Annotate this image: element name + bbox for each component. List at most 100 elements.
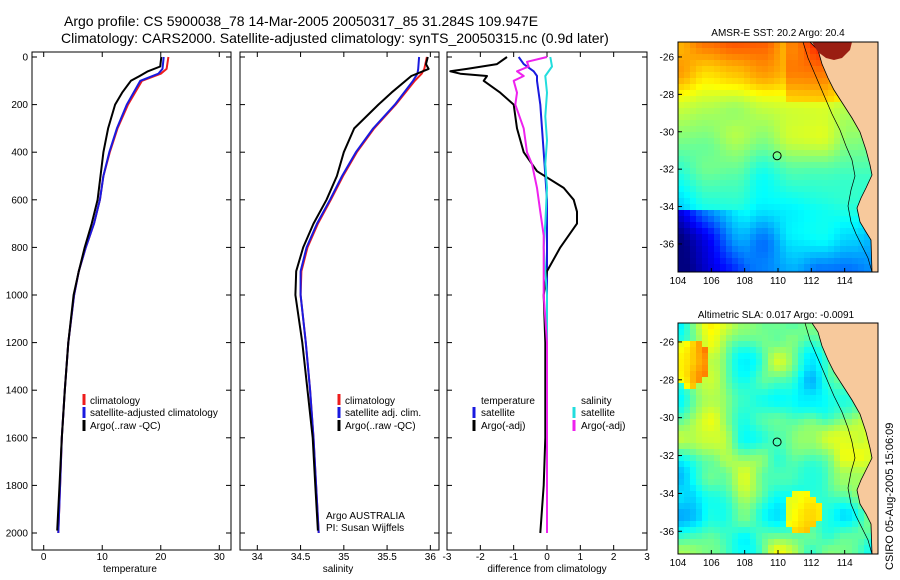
map-cell <box>774 66 781 73</box>
map-cell <box>792 120 799 127</box>
map-cell <box>714 443 721 450</box>
map-cell <box>798 485 805 492</box>
map-cell <box>840 551 847 554</box>
map-cell <box>804 234 811 241</box>
map-cell <box>768 120 775 127</box>
map-y-tick-label: -28 <box>660 90 675 101</box>
map-cell <box>852 156 859 163</box>
map-cell <box>762 198 769 205</box>
map-cell <box>768 539 775 546</box>
map-cell <box>810 120 817 127</box>
map-cell <box>738 437 745 444</box>
map-cell <box>684 126 691 133</box>
map-cell <box>852 413 859 420</box>
map-cell <box>744 425 751 432</box>
map-cell <box>702 228 709 235</box>
map-cell <box>684 210 691 217</box>
map-cell <box>798 156 805 163</box>
map-cell <box>750 371 757 378</box>
map-cell <box>816 353 823 360</box>
map-cell <box>774 270 781 272</box>
map-cell <box>678 389 685 396</box>
map-cell <box>708 186 715 193</box>
map-cell <box>720 407 727 414</box>
map-cell <box>768 401 775 408</box>
map-cell <box>816 132 823 139</box>
map-cell <box>774 114 781 121</box>
map-cell <box>810 150 817 157</box>
map-cell <box>738 449 745 456</box>
map-cell <box>732 431 739 438</box>
map-cell <box>678 204 685 211</box>
map-cell <box>720 323 727 330</box>
map-cell <box>720 371 727 378</box>
map-cell <box>858 156 865 163</box>
map-cell <box>762 503 769 510</box>
map-cell <box>780 407 787 414</box>
map-cell <box>846 174 853 181</box>
map-cell <box>720 515 727 522</box>
map-cell <box>750 389 757 396</box>
map-cell <box>834 485 841 492</box>
map-cell <box>852 264 859 271</box>
map-cell <box>720 252 727 259</box>
map-cell <box>768 252 775 259</box>
map-cell <box>762 413 769 420</box>
map-cell <box>828 545 835 552</box>
map-cell <box>846 419 853 426</box>
map-cell <box>702 174 709 181</box>
map-cell <box>720 54 727 61</box>
map-cell <box>738 509 745 516</box>
map-cell <box>690 485 697 492</box>
map-cell <box>690 539 697 546</box>
map-cell <box>768 515 775 522</box>
map-cell <box>780 365 787 372</box>
map-cell <box>738 479 745 486</box>
map-cell <box>762 132 769 139</box>
map-cell <box>756 359 763 366</box>
map-cell <box>726 78 733 85</box>
map-cell <box>786 96 793 103</box>
map-cell <box>744 144 751 151</box>
map-cell <box>756 413 763 420</box>
map-cell <box>834 150 841 157</box>
map-cell <box>828 521 835 528</box>
figure-title-line2: Climatology: CARS2000. Satellite-adjuste… <box>61 30 609 46</box>
map-cell <box>726 60 733 67</box>
map-cell <box>684 102 691 109</box>
map-cell <box>780 323 787 330</box>
map-cell <box>762 156 769 163</box>
map-cell <box>786 204 793 211</box>
map-cell <box>678 509 685 516</box>
map-cell <box>822 90 829 97</box>
map-cell <box>834 473 841 480</box>
map-cell <box>750 353 757 360</box>
map-cell <box>726 539 733 546</box>
map-cell <box>714 252 721 259</box>
map-cell <box>714 407 721 414</box>
map-cell <box>732 401 739 408</box>
map-cell <box>708 84 715 91</box>
map-cell <box>828 168 835 175</box>
map-cell <box>786 240 793 247</box>
map-cell <box>804 389 811 396</box>
map-cell <box>696 108 703 115</box>
map-cell <box>804 491 811 498</box>
map-cell <box>726 443 733 450</box>
map-cell <box>834 413 841 420</box>
map-cell <box>744 192 751 199</box>
map-cell <box>822 353 829 360</box>
map-cell <box>756 341 763 348</box>
map-cell <box>726 216 733 223</box>
map-cell <box>840 461 847 468</box>
map-cell <box>762 174 769 181</box>
map-cell <box>696 132 703 139</box>
map-cell <box>780 371 787 378</box>
map-cell <box>744 515 751 522</box>
map-cell <box>786 491 793 498</box>
map-cell <box>810 132 817 139</box>
map-cell <box>696 114 703 121</box>
map-cell <box>696 383 703 390</box>
map-cell <box>822 216 829 223</box>
map-cell <box>720 120 727 127</box>
